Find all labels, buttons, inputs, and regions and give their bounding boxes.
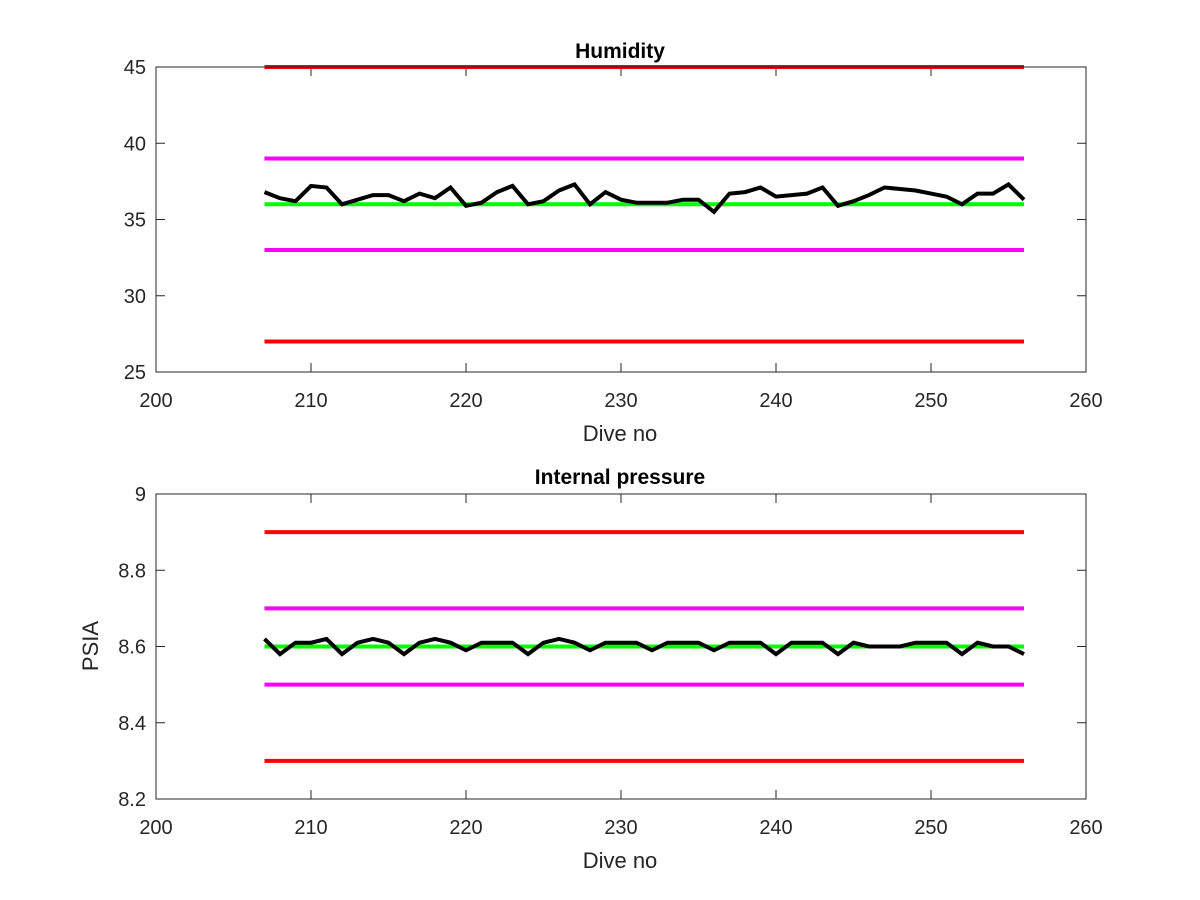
- humidity-x-tick-label: 240: [759, 390, 792, 412]
- humidity-title: Humidity: [575, 40, 665, 63]
- humidity-y-tick-label: 35: [124, 210, 146, 232]
- pressure-x-tick-label: 230: [604, 817, 637, 839]
- pressure-x-tick-label: 250: [914, 817, 947, 839]
- pressure-x-tick-label: 200: [139, 817, 172, 839]
- pressure-y-tick-label: 8.6: [118, 637, 146, 659]
- humidity-y-tick-label: 45: [124, 57, 146, 79]
- humidity-x-tick-label: 200: [139, 390, 172, 412]
- humidity-x-tick-label: 230: [604, 390, 637, 412]
- humidity-x-tick-label: 220: [449, 390, 482, 412]
- pressure-x-tick-label: 260: [1069, 817, 1102, 839]
- humidity-x-axis-label: Dive no: [583, 421, 658, 446]
- pressure-data-line-0: [263, 636, 1025, 657]
- pressure-axes-box: [155, 493, 1087, 800]
- pressure-x-tick-label: 240: [759, 817, 792, 839]
- pressure-y-tick-label: 8.4: [118, 713, 146, 735]
- pressure-y-tick-label: 8.2: [118, 789, 146, 811]
- pressure-x-tick-label: 220: [449, 817, 482, 839]
- pressure-x-tick-label: 210: [294, 817, 327, 839]
- pressure-title: Internal pressure: [535, 466, 705, 489]
- humidity-ticks: 200 210 220 230 240 250 260 25 30 35 40 45: [124, 57, 1103, 412]
- humidity-lines: [263, 65, 1026, 344]
- pressure-lines: [263, 530, 1025, 763]
- humidity-y-tick-label: 30: [124, 286, 146, 308]
- humidity-x-tick-label: 250: [914, 390, 947, 412]
- pressure-subplot: Internal pressure 200 210 220 230 240 250 260 8…: [78, 466, 1103, 873]
- pressure-y-axis-label: PSIA: [78, 621, 103, 671]
- pressure-ticks: 200 210 220 230 240 250 260 8.2 8.4 8.6 8.8 9: [118, 484, 1103, 839]
- humidity-subplot: Humidity 200 210 220 230 240 250 260 25 30 35 40 45…: [124, 40, 1103, 446]
- pressure-y-tick-label: 9: [135, 484, 146, 506]
- pressure-y-tick-label: 8.8: [118, 560, 146, 582]
- humidity-x-tick-label: 210: [294, 390, 327, 412]
- humidity-x-tick-label: 260: [1069, 390, 1102, 412]
- humidity-y-tick-label: 40: [124, 133, 146, 155]
- humidity-axes-box: [155, 66, 1087, 373]
- humidity-data-line-0: [263, 181, 1026, 215]
- pressure-x-axis-label: Dive no: [583, 848, 658, 873]
- humidity-y-tick-label: 25: [124, 362, 146, 384]
